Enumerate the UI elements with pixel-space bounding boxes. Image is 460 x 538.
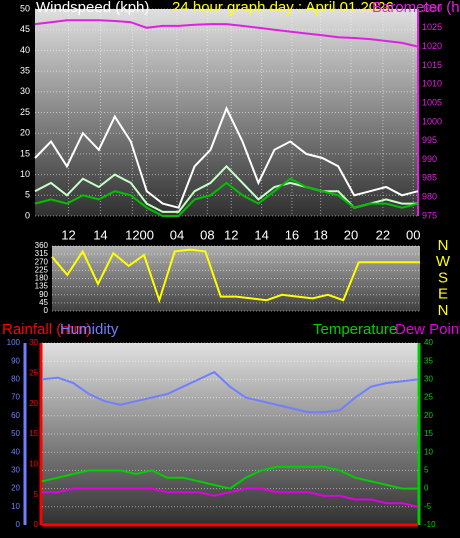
y2-tick-label: 1005 xyxy=(422,97,442,107)
y3-tick-label: 30 xyxy=(29,338,38,347)
series-line xyxy=(34,19,419,48)
chart-title: 24 hour graph day : April 01 2026 xyxy=(172,0,394,16)
x-tick-label: 12 xyxy=(224,227,238,242)
y2-tick-label: 980 xyxy=(422,192,437,202)
y-tick-label: 10 xyxy=(11,502,20,511)
y2-tick-label: 1010 xyxy=(422,79,442,89)
y2-tick-label: 25 xyxy=(424,393,433,402)
y2-tick-label: 1020 xyxy=(422,41,442,51)
y2-tick-label: 1000 xyxy=(422,116,442,126)
y2-tick-label: 20 xyxy=(424,411,433,420)
series-line xyxy=(41,465,418,490)
y2-tick-label: E xyxy=(438,286,448,303)
y-tick-label: 270 xyxy=(35,257,49,266)
x-tick-label: 22 xyxy=(376,227,390,242)
y-tick-label: 0 xyxy=(44,306,49,315)
y2-tick-label: 995 xyxy=(422,135,437,145)
y3-tick-label: 5 xyxy=(34,490,39,499)
x-tick-label: 12 xyxy=(61,227,75,242)
y2-tick-label: 15 xyxy=(424,429,433,438)
series-name: Temperature xyxy=(313,321,397,338)
y-tick-label: 180 xyxy=(35,274,49,283)
y-tick-label: 30 xyxy=(11,466,20,475)
x-tick-label: 18 xyxy=(313,227,327,242)
y-tick-label: 0 xyxy=(16,520,21,529)
y-tick-label: 20 xyxy=(11,484,20,493)
y3-tick-label: 20 xyxy=(29,399,38,408)
x-tick-label: 16 xyxy=(285,227,299,242)
x-tick-label: 20 xyxy=(344,227,358,242)
x-tick-label: 14 xyxy=(93,227,107,242)
y-tick-label: 15 xyxy=(20,148,30,158)
y-tick-label: 50 xyxy=(20,3,30,13)
y-tick-label: 20 xyxy=(20,128,30,138)
y2-tick-label: 1025 xyxy=(422,22,442,32)
y2-tick-label: 990 xyxy=(422,154,437,164)
y2-tick-label: 985 xyxy=(422,173,437,183)
series-name: Humidity xyxy=(60,321,119,338)
y2-tick-label: N xyxy=(438,237,449,254)
y-tick-label: 45 xyxy=(39,298,48,307)
y-tick-label: 30 xyxy=(20,86,30,96)
series-line xyxy=(51,248,420,304)
y2-tick-label: 1030 xyxy=(422,3,442,13)
x-tick-label: 00 xyxy=(406,227,420,242)
y-tick-label: 40 xyxy=(20,45,30,55)
y3-tick-label: 15 xyxy=(29,429,38,438)
y-tick-label: 0 xyxy=(25,210,30,220)
x-tick-label: 04 xyxy=(170,227,184,242)
y-tick-label: 35 xyxy=(20,65,30,75)
y-tick-label: 80 xyxy=(11,375,20,384)
y-tick-label: 90 xyxy=(39,290,48,299)
y-tick-label: 360 xyxy=(35,241,49,250)
x-tick-label: 00 xyxy=(139,227,153,242)
y-tick-label: 5 xyxy=(25,190,30,200)
y2-tick-label: 5 xyxy=(424,466,429,475)
y2-tick-label: W xyxy=(436,253,451,270)
y2-tick-label: 0 xyxy=(424,484,429,493)
y-tick-label: 45 xyxy=(20,24,30,34)
y2-tick-label: 40 xyxy=(424,338,433,347)
x-tick-label: 14 xyxy=(254,227,268,242)
y2-tick-label: 1015 xyxy=(422,60,442,70)
y-tick-label: 60 xyxy=(11,411,20,420)
y-tick-label: 100 xyxy=(7,338,21,347)
y2-tick-label: 975 xyxy=(422,210,437,220)
x-tick-label: 08 xyxy=(200,227,214,242)
y2-tick-label: S xyxy=(438,269,448,286)
series-name: Dew Point xyxy=(395,321,460,338)
y3-tick-label: 25 xyxy=(29,368,38,377)
y2-axis-label: Barometer (hPa) xyxy=(372,0,460,16)
series-line xyxy=(42,487,419,508)
y2-tick-label: 35 xyxy=(424,356,433,365)
y-tick-label: 40 xyxy=(11,447,20,456)
y-tick-label: 25 xyxy=(20,107,30,117)
y-tick-label: 10 xyxy=(20,169,30,179)
y-tick-label: 315 xyxy=(35,249,49,258)
y-tick-label: 135 xyxy=(35,282,49,291)
series-name: Rainfall (mm) xyxy=(2,321,91,338)
y2-tick-label: 10 xyxy=(424,447,433,456)
y2-tick-label: -5 xyxy=(424,502,432,511)
y-tick-label: 225 xyxy=(35,265,49,274)
plot-area xyxy=(42,343,418,525)
y3-tick-label: 10 xyxy=(29,459,38,468)
series-line xyxy=(34,105,419,209)
y2-tick-label: N xyxy=(438,302,449,319)
series-line xyxy=(41,370,419,414)
x-tick-label: 12 xyxy=(125,227,139,242)
y2-tick-label: -10 xyxy=(424,520,436,529)
y-axis-label: Windspeed (kph) xyxy=(36,0,149,16)
y3-tick-label: 0 xyxy=(34,520,39,529)
y2-tick-label: 30 xyxy=(424,375,433,384)
y-tick-label: 50 xyxy=(11,429,20,438)
y-tick-label: 70 xyxy=(11,393,20,402)
y-tick-label: 90 xyxy=(11,356,20,365)
series-line xyxy=(34,177,419,217)
